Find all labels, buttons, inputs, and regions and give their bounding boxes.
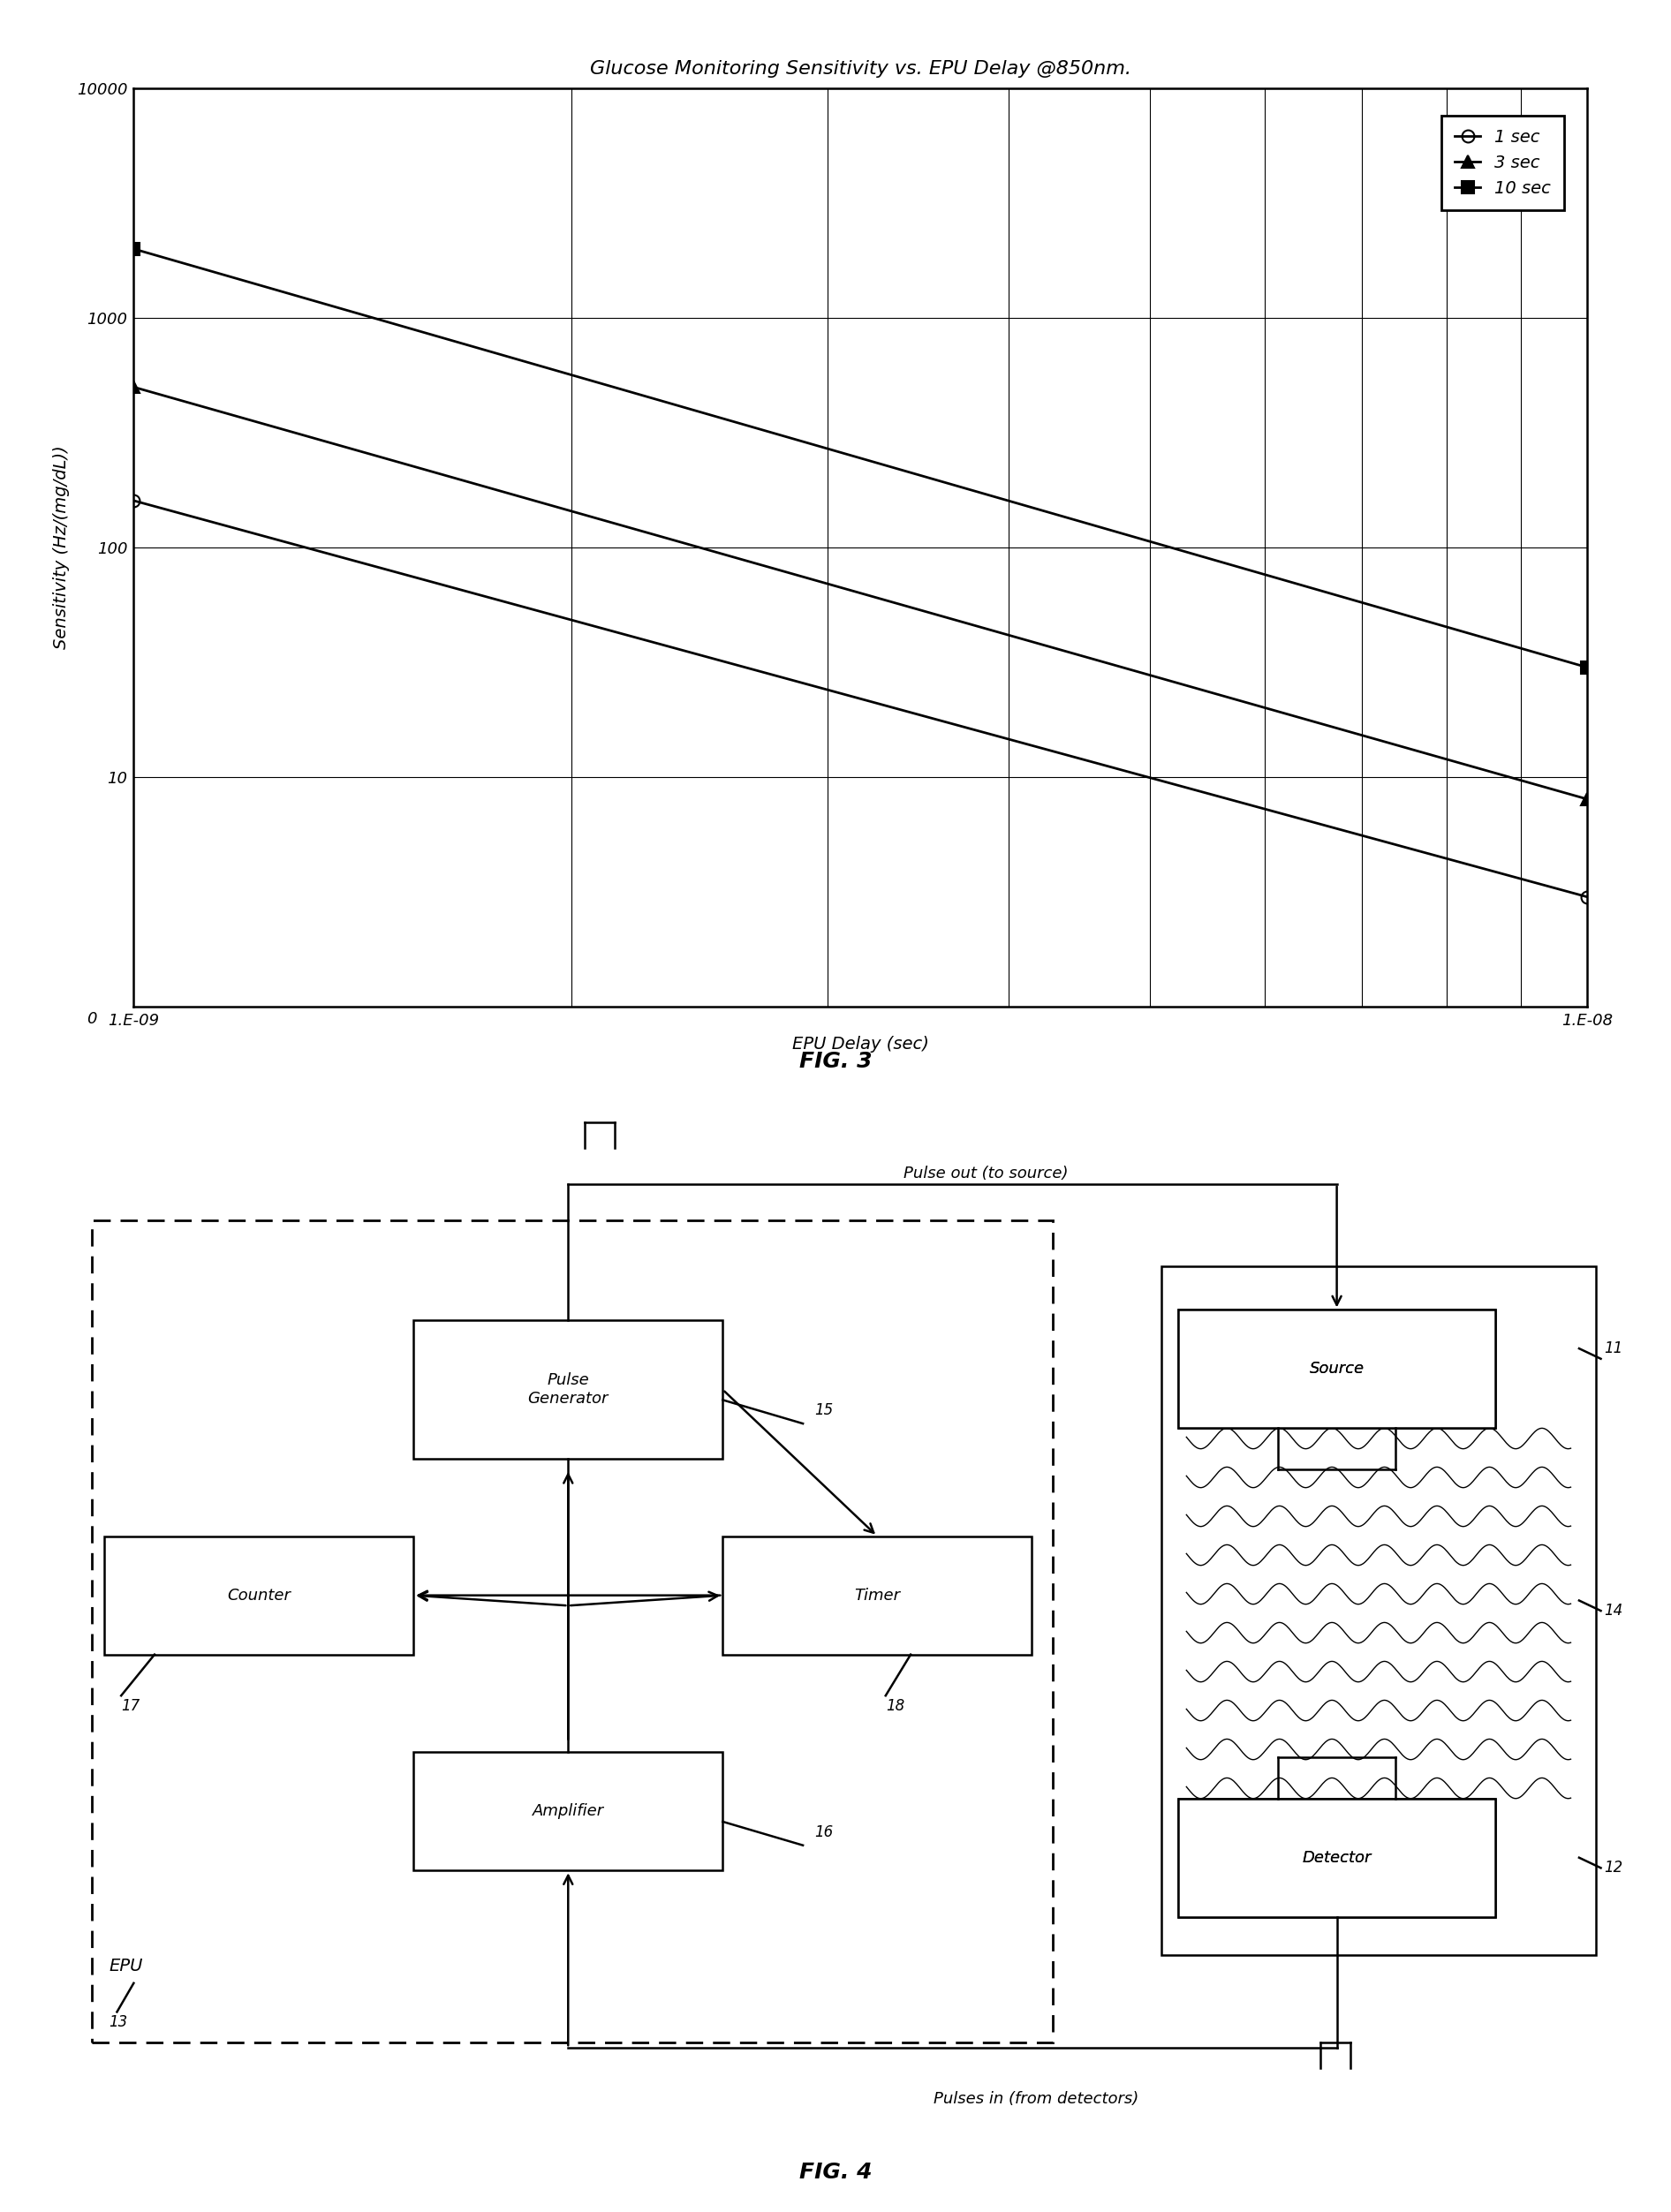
Text: Pulse
Generator: Pulse Generator [528, 1371, 608, 1407]
FancyBboxPatch shape [414, 1321, 722, 1460]
Text: EPU: EPU [109, 1958, 142, 1973]
Text: 17: 17 [120, 1699, 140, 1714]
Text: 12: 12 [1604, 1860, 1623, 1876]
Text: Source: Source [1310, 1360, 1364, 1378]
FancyBboxPatch shape [1178, 1798, 1496, 1918]
FancyBboxPatch shape [722, 1535, 1031, 1655]
FancyBboxPatch shape [414, 1752, 722, 1871]
Text: 18: 18 [886, 1699, 904, 1714]
Text: Timer: Timer [854, 1588, 901, 1604]
Text: 13: 13 [109, 2015, 127, 2031]
Title: Glucose Monitoring Sensitivity vs. EPU Delay @850nm.: Glucose Monitoring Sensitivity vs. EPU D… [590, 60, 1131, 77]
Text: Source: Source [1310, 1360, 1364, 1378]
Text: 11: 11 [1604, 1340, 1623, 1356]
FancyBboxPatch shape [104, 1535, 413, 1655]
Text: FIG. 3: FIG. 3 [799, 1051, 872, 1073]
Text: FIG. 4: FIG. 4 [799, 2161, 872, 2183]
FancyBboxPatch shape [1178, 1310, 1496, 1429]
FancyBboxPatch shape [1161, 1265, 1596, 1955]
FancyBboxPatch shape [1178, 1310, 1496, 1429]
Text: Detector: Detector [1302, 1849, 1372, 1865]
Y-axis label: Sensitivity (Hz/(mg/dL)): Sensitivity (Hz/(mg/dL)) [52, 445, 70, 650]
FancyBboxPatch shape [1178, 1798, 1496, 1918]
Text: 0: 0 [87, 1011, 97, 1026]
Text: Pulse out (to source): Pulse out (to source) [904, 1166, 1068, 1181]
Text: Detector: Detector [1302, 1849, 1372, 1865]
Text: 14: 14 [1604, 1604, 1623, 1619]
Legend: 1 sec, 3 sec, 10 sec: 1 sec, 3 sec, 10 sec [1440, 115, 1564, 210]
X-axis label: EPU Delay (sec): EPU Delay (sec) [792, 1035, 929, 1053]
Text: 15: 15 [815, 1402, 834, 1418]
Text: 16: 16 [815, 1825, 834, 1840]
Text: Amplifier: Amplifier [533, 1803, 603, 1818]
Text: Pulses in (from detectors): Pulses in (from detectors) [934, 2090, 1138, 2108]
Text: Counter: Counter [227, 1588, 291, 1604]
